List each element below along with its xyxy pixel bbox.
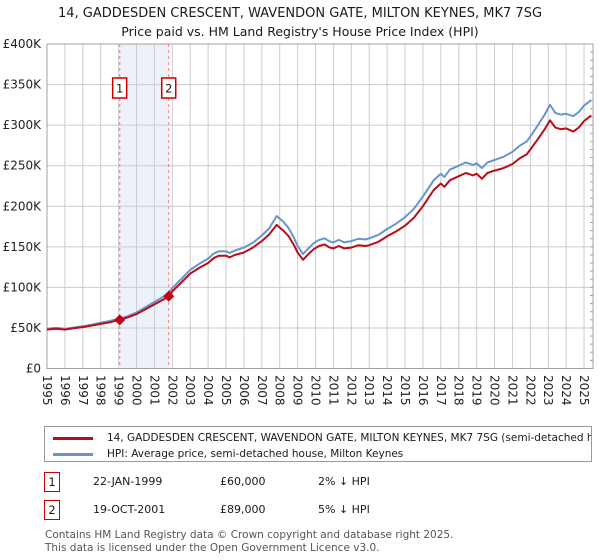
sale-2-flag-box [160,77,177,99]
y-tick-label: £350K [3,78,43,92]
x-tick-label: 2021 [505,375,519,406]
page-title: 14, GADDESDEN CRESCENT, WAVENDON GATE, M… [57,6,543,21]
x-tick-label: 2023 [541,375,555,406]
x-tick-label: 2005 [219,375,233,406]
x-tick-label: 2004 [201,375,215,406]
x-tick-label: 1996 [58,375,72,406]
sale-2-flag-number: 2 [165,82,172,96]
x-tick-label: 1999 [112,375,126,406]
y-tick-label: £200K [3,199,43,213]
footer-line-1: Contains HM Land Registry data © Crown c… [45,529,454,541]
x-tick-label: 2016 [416,375,430,406]
x-tick-label: 2000 [130,375,144,406]
sale-row-2: 2 19-OCT-2001 £89,000 5% ↓ HPI [44,500,592,522]
hpi-line-swatch [53,452,93,456]
plot-frame [46,43,594,369]
sale-2-marker [163,290,175,302]
x-tick-label: 2002 [165,375,179,406]
x-tick-label: 2022 [523,375,537,406]
sale-2-price: £89,000 [220,503,266,516]
price-history-chart: 1 2 £0 £50K £100K £150K £200K £250K £300K £350K £4… [3,37,594,406]
sale-2-vs-hpi: 5% ↓ HPI [318,503,370,516]
legend-row-hpi: HPI: Average price, semi-detached house,… [45,446,591,462]
legend-row-price-paid: 14, GADDESDEN CRESCENT, WAVENDON GATE, M… [45,430,591,446]
x-tick-label: 2024 [559,375,573,406]
sale-1-flag-number: 1 [116,82,123,96]
x-tick-label: 2015 [398,375,412,406]
footer-line-2: This data is licensed under the Open Gov… [45,542,380,554]
x-tick-label: 2017 [434,375,448,406]
price-paid-line-swatch [53,436,93,440]
sale-1-date: 22-JAN-1999 [93,475,163,488]
x-tick-label: 2019 [470,375,484,406]
y-tick-label: £150K [3,240,43,254]
sale-row-1: 1 22-JAN-1999 £60,000 2% ↓ HPI [44,472,592,494]
x-tick-label: 2006 [237,375,251,406]
x-tick-label: 2012 [344,375,358,406]
x-tick-label: 2018 [452,375,466,406]
x-tick-label: 2013 [362,375,376,406]
y-tick-label: £400K [3,37,43,51]
x-tick-label: 2001 [147,375,161,406]
sale-1-vs-hpi: 2% ↓ HPI [318,475,370,488]
sale-1-price: £60,000 [220,475,266,488]
sale-1-flag-box [111,77,128,99]
sale-2-date: 19-OCT-2001 [93,503,166,516]
legend-label-price-paid: 14, GADDESDEN CRESCENT, WAVENDON GATE, M… [107,432,591,444]
x-tick-label: 2003 [183,375,197,406]
x-tick-label: 2020 [488,375,502,406]
y-tick-label: £100K [3,280,43,294]
x-tick-label: 1998 [94,375,108,406]
y-tick-label: £300K [3,118,43,132]
x-tick-label: 2025 [577,375,591,406]
price-paid-line [46,114,592,331]
sale-2-number-box: 2 [44,500,60,520]
y-tick-label: £50K [10,321,42,335]
x-tick-label: 2014 [380,375,394,406]
x-tick-label: 2011 [326,375,340,406]
x-tick-label: 2010 [309,375,323,406]
legend-label-hpi: HPI: Average price, semi-detached house,… [107,448,404,460]
x-tick-label: 2009 [291,375,305,406]
x-tick-label: 1997 [76,375,90,406]
y-tick-label: £0 [26,362,41,376]
sale-1-marker [114,314,126,326]
x-tick-label: 1995 [40,375,54,406]
x-tick-label: 2007 [255,375,269,406]
x-tick-label: 2008 [273,375,287,406]
license-footer: Contains HM Land Registry data © Crown c… [45,529,595,555]
chart-legend: 14, GADDESDEN CRESCENT, WAVENDON GATE, M… [44,426,592,462]
page-subtitle: Price paid vs. HM Land Registry's House … [121,24,479,39]
y-tick-label: £250K [3,159,43,173]
sale-1-number-box: 1 [44,472,60,492]
